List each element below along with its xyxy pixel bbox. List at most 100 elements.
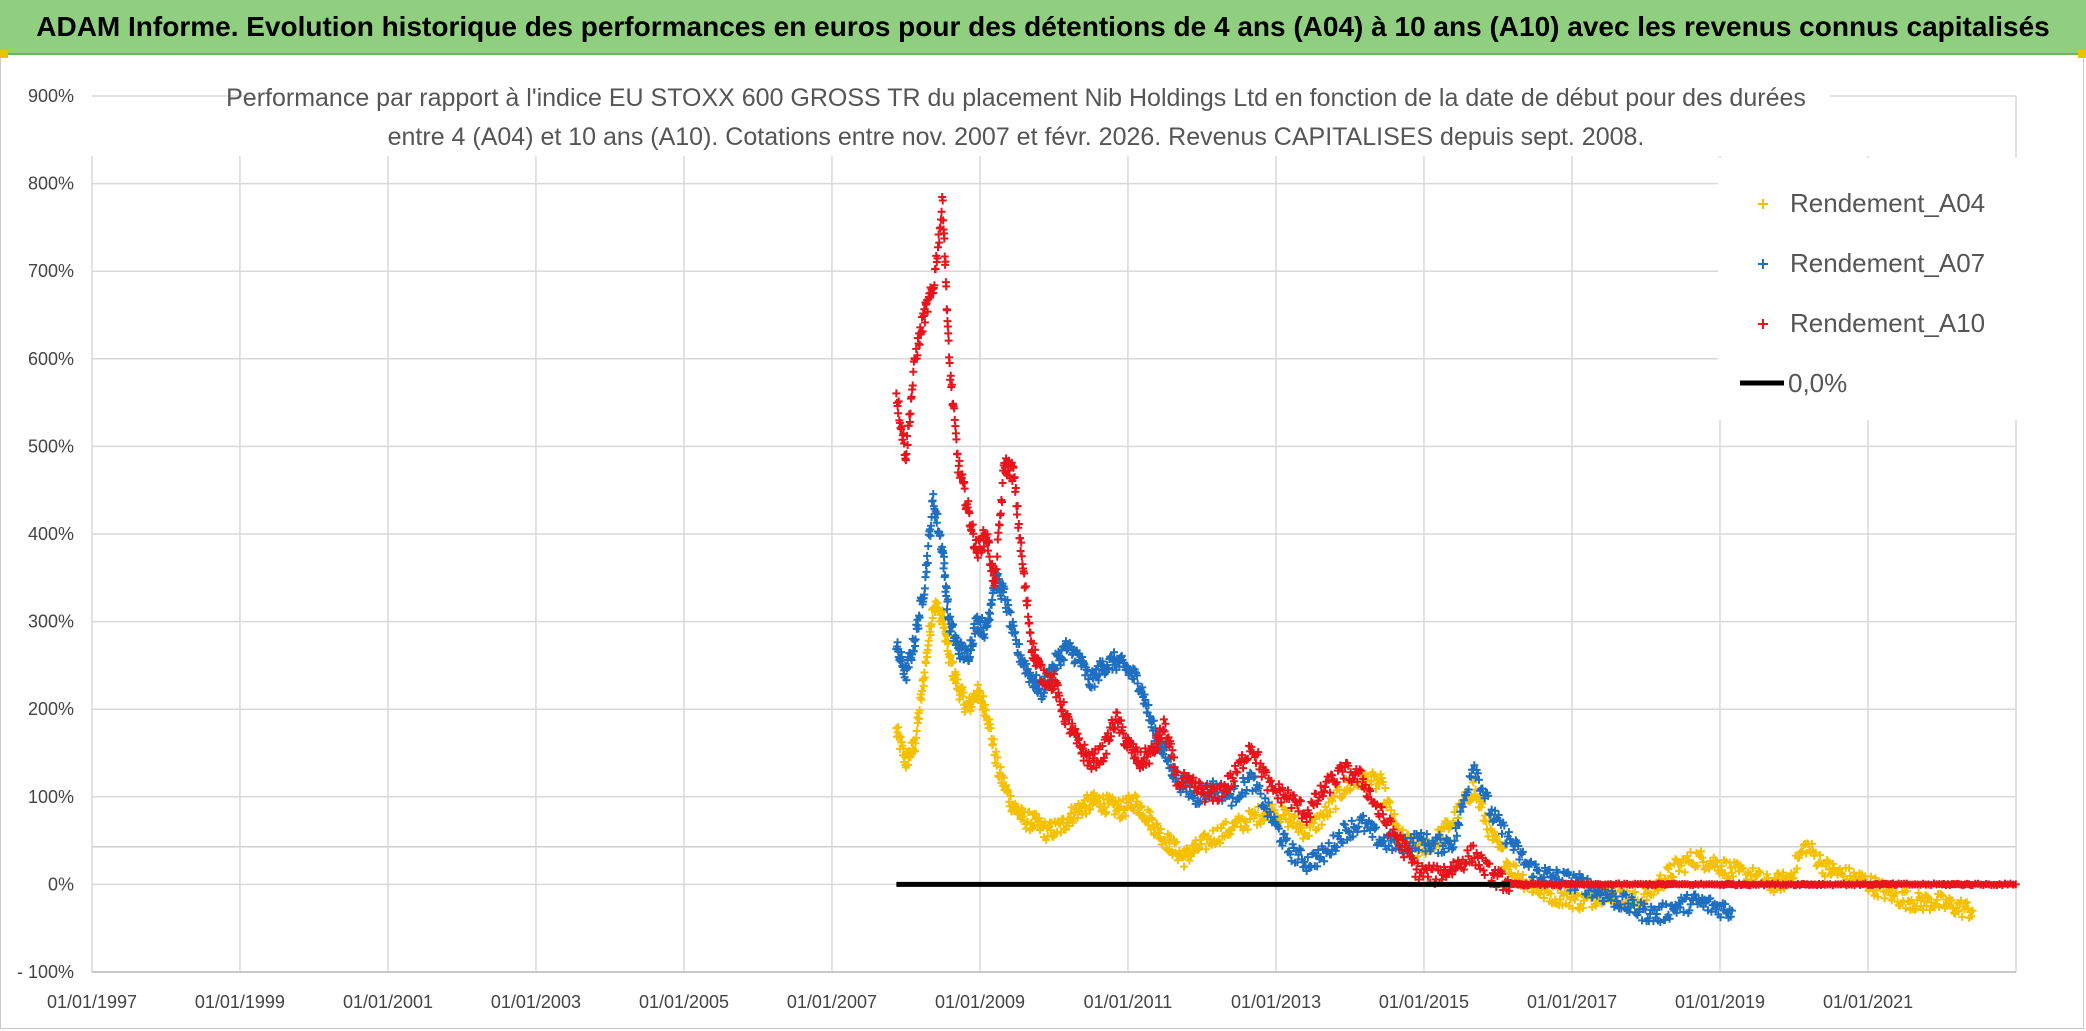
data-point xyxy=(1748,864,1757,873)
data-point xyxy=(1494,810,1503,819)
data-point xyxy=(1318,792,1327,801)
x-tick-label: 01/01/2003 xyxy=(491,992,581,1012)
data-point xyxy=(1582,890,1591,899)
data-point xyxy=(1251,810,1260,819)
x-tick-label: 01/01/2019 xyxy=(1675,992,1765,1012)
x-tick-label: 01/01/2011 xyxy=(1084,992,1173,1012)
data-point xyxy=(1159,725,1168,734)
data-point xyxy=(1006,608,1015,617)
data-point xyxy=(1061,720,1070,729)
data-point xyxy=(1824,857,1833,866)
data-point xyxy=(1056,819,1065,828)
data-point xyxy=(1090,682,1099,691)
data-point xyxy=(1235,793,1244,802)
data-point xyxy=(1324,839,1333,848)
data-point xyxy=(1065,715,1074,724)
data-point xyxy=(1346,785,1355,794)
data-point xyxy=(1422,830,1431,839)
data-point xyxy=(1180,862,1189,871)
data-point xyxy=(1285,810,1294,819)
series-rendement-a04 xyxy=(892,597,1977,922)
data-point xyxy=(1501,864,1510,873)
data-point xyxy=(979,692,988,701)
data-point xyxy=(1556,895,1565,904)
data-point xyxy=(1241,789,1250,798)
data-point xyxy=(1641,905,1650,914)
data-point xyxy=(904,760,913,769)
data-point xyxy=(1826,870,1835,879)
data-point xyxy=(920,584,929,593)
data-point xyxy=(1270,812,1279,821)
data-point xyxy=(1102,749,1111,758)
data-point xyxy=(1449,843,1458,852)
data-point xyxy=(1289,813,1298,822)
data-point xyxy=(1200,797,1209,806)
data-point xyxy=(941,257,950,266)
data-point xyxy=(1306,812,1315,821)
data-point xyxy=(1417,828,1426,837)
data-point xyxy=(1137,802,1146,811)
data-point xyxy=(1713,858,1722,867)
data-point xyxy=(1621,890,1630,899)
data-point xyxy=(1106,732,1115,741)
data-point xyxy=(965,652,974,661)
data-point xyxy=(1133,797,1142,806)
data-point xyxy=(1717,862,1726,871)
x-tick-label: 01/01/2005 xyxy=(639,992,729,1012)
data-point xyxy=(1616,900,1625,909)
data-point xyxy=(1026,628,1035,637)
data-point xyxy=(933,509,942,518)
banner-corner-left xyxy=(0,50,8,58)
data-point xyxy=(1050,669,1058,678)
y-axis-ticks: - 100% 0% 100% 200% 300% 400% 500% 600% 700% 800%… xyxy=(17,86,74,982)
data-point xyxy=(1901,904,1910,913)
data-point xyxy=(1353,827,1362,836)
data-point xyxy=(1958,912,1967,921)
data-point xyxy=(1056,661,1065,670)
data-point xyxy=(1144,700,1153,709)
data-point xyxy=(1770,874,1779,882)
data-point xyxy=(1170,753,1179,762)
data-point xyxy=(1947,896,1956,905)
data-point xyxy=(1284,822,1293,831)
data-point xyxy=(1023,596,1032,605)
data-point xyxy=(996,509,1005,518)
data-point xyxy=(1006,791,1015,800)
data-point xyxy=(1080,740,1089,749)
data-point xyxy=(1197,840,1206,849)
data-point xyxy=(1484,791,1493,800)
data-point xyxy=(1373,775,1382,784)
data-point xyxy=(1047,686,1056,695)
data-point xyxy=(903,441,912,450)
data-point xyxy=(960,484,969,493)
data-point xyxy=(1083,666,1092,675)
data-point xyxy=(1131,753,1140,762)
data-point xyxy=(1017,538,1026,547)
data-point xyxy=(1229,777,1238,786)
data-point xyxy=(919,675,928,684)
data-point xyxy=(1291,811,1300,820)
data-point xyxy=(1683,890,1692,899)
data-point xyxy=(1459,796,1468,805)
data-point xyxy=(1726,863,1735,872)
data-point xyxy=(1013,510,1022,519)
legend-marker xyxy=(1758,259,1768,269)
data-point xyxy=(955,456,964,465)
data-point xyxy=(959,688,968,697)
data-point xyxy=(1672,908,1681,917)
data-point xyxy=(1298,823,1306,832)
y-tick-label: 400% xyxy=(28,524,74,544)
data-point xyxy=(1685,906,1694,915)
chart-title-line-1: Performance par rapport à l'indice EU ST… xyxy=(226,84,1806,112)
data-point xyxy=(949,657,958,666)
data-point xyxy=(1289,791,1298,800)
data-point xyxy=(930,281,939,290)
data-point xyxy=(1470,761,1479,770)
data-point xyxy=(1436,835,1445,844)
data-point xyxy=(923,558,932,567)
data-point xyxy=(958,683,967,692)
data-point xyxy=(1502,857,1511,866)
data-point xyxy=(1015,640,1024,649)
report-banner: ADAM Informe. Evolution historique des p… xyxy=(0,0,2086,55)
data-point xyxy=(1189,773,1198,782)
